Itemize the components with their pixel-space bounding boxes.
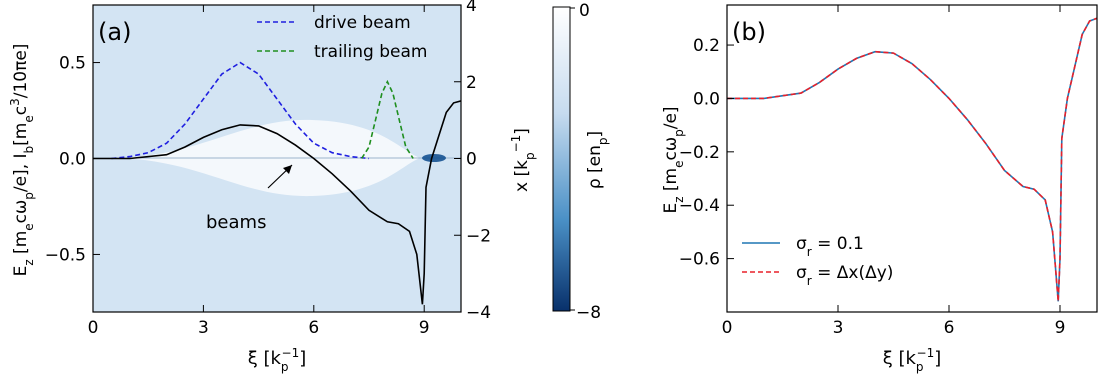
x-tick-label-b: 0 [722,318,733,338]
density-spike [422,154,446,162]
series-line-0 [111,61,370,160]
panel-a: 0 3 6 9 −0.5 0.0 0.5 −4 −2 0 2 4 (a) drive beam tra… [8,0,537,374]
colorbar-tick-label-0: 0 [579,1,590,21]
legend-a: drive beam trailing beam [257,13,427,62]
y-tick-label-left-a: 0.5 [59,54,86,74]
colorbar-label: ρ [enp] [585,131,610,189]
legend-label-trailing: trailing beam [314,42,427,62]
series-line-1 [360,79,414,159]
y-axis-label-b: Ez [mecωp/e] [661,106,686,213]
colorbar-tick-label-1: −8 [576,303,601,323]
panel-label-a: (a) [98,18,131,46]
series-line-2 [93,100,461,305]
series-line-1 [727,17,1097,302]
y-tick-label-right-a: 2 [466,73,477,93]
axes-frame-b [726,4,1098,313]
y-tick-label-left-a: 0.0 [59,150,86,170]
annotation-arrow-head [283,165,292,174]
x-tick-label-a: 9 [419,318,430,338]
x-tick-label-a: 6 [308,318,319,338]
legend-label-sigma-dx: σr = Δx(Δy) [796,263,893,288]
legend-label-drive: drive beam [314,13,411,33]
y-tick-label-left-a: −0.5 [45,245,86,265]
panel-b: 0 3 6 9 −0.6 −0.4 −0.2 0.0 0.2 (b) σr = 0.1 σr =… [661,4,1098,374]
y-tick-label-b: −0.2 [679,143,720,163]
x-axis-label-b: ξ [kp−1] [883,346,942,374]
y-tick-label-right-a: −2 [466,226,491,246]
y-tick-label-b: −0.6 [679,250,720,270]
x-axis-label-a: ξ [kp−1] [248,346,307,374]
series-line-0 [727,17,1097,302]
annotation-text: beams [206,212,266,233]
y-tick-label-right-a: −4 [466,303,491,323]
legend-b: σr = 0.1 σr = Δx(Δy) [742,234,893,288]
y-tick-label-right-a: 0 [466,150,477,170]
panel-label-b: (b) [732,18,766,46]
legend-label-sigma-01: σr = 0.1 [796,234,864,259]
colorbar: 0 −8 ρ [enp] [552,1,610,323]
y-axis-label-left: Ez [mecωp/e], Ib[mec3/10πe] [8,44,36,277]
x-tick-label-b: 9 [1055,318,1066,338]
x-tick-label-b: 6 [944,318,955,338]
y-tick-label-b: 0.0 [693,89,720,109]
y-axis-label-right: x [kp−1] [509,128,537,192]
colorbar-gradient [552,6,571,312]
x-tick-label-a: 0 [88,318,99,338]
y-tick-label-b: −0.4 [679,196,720,216]
y-tick-label-b: 0.2 [693,36,720,56]
y-tick-label-right-a: 4 [466,0,477,16]
x-tick-label-a: 3 [198,318,209,338]
x-tick-label-b: 3 [833,318,844,338]
annotation-beams: beams [206,164,293,233]
